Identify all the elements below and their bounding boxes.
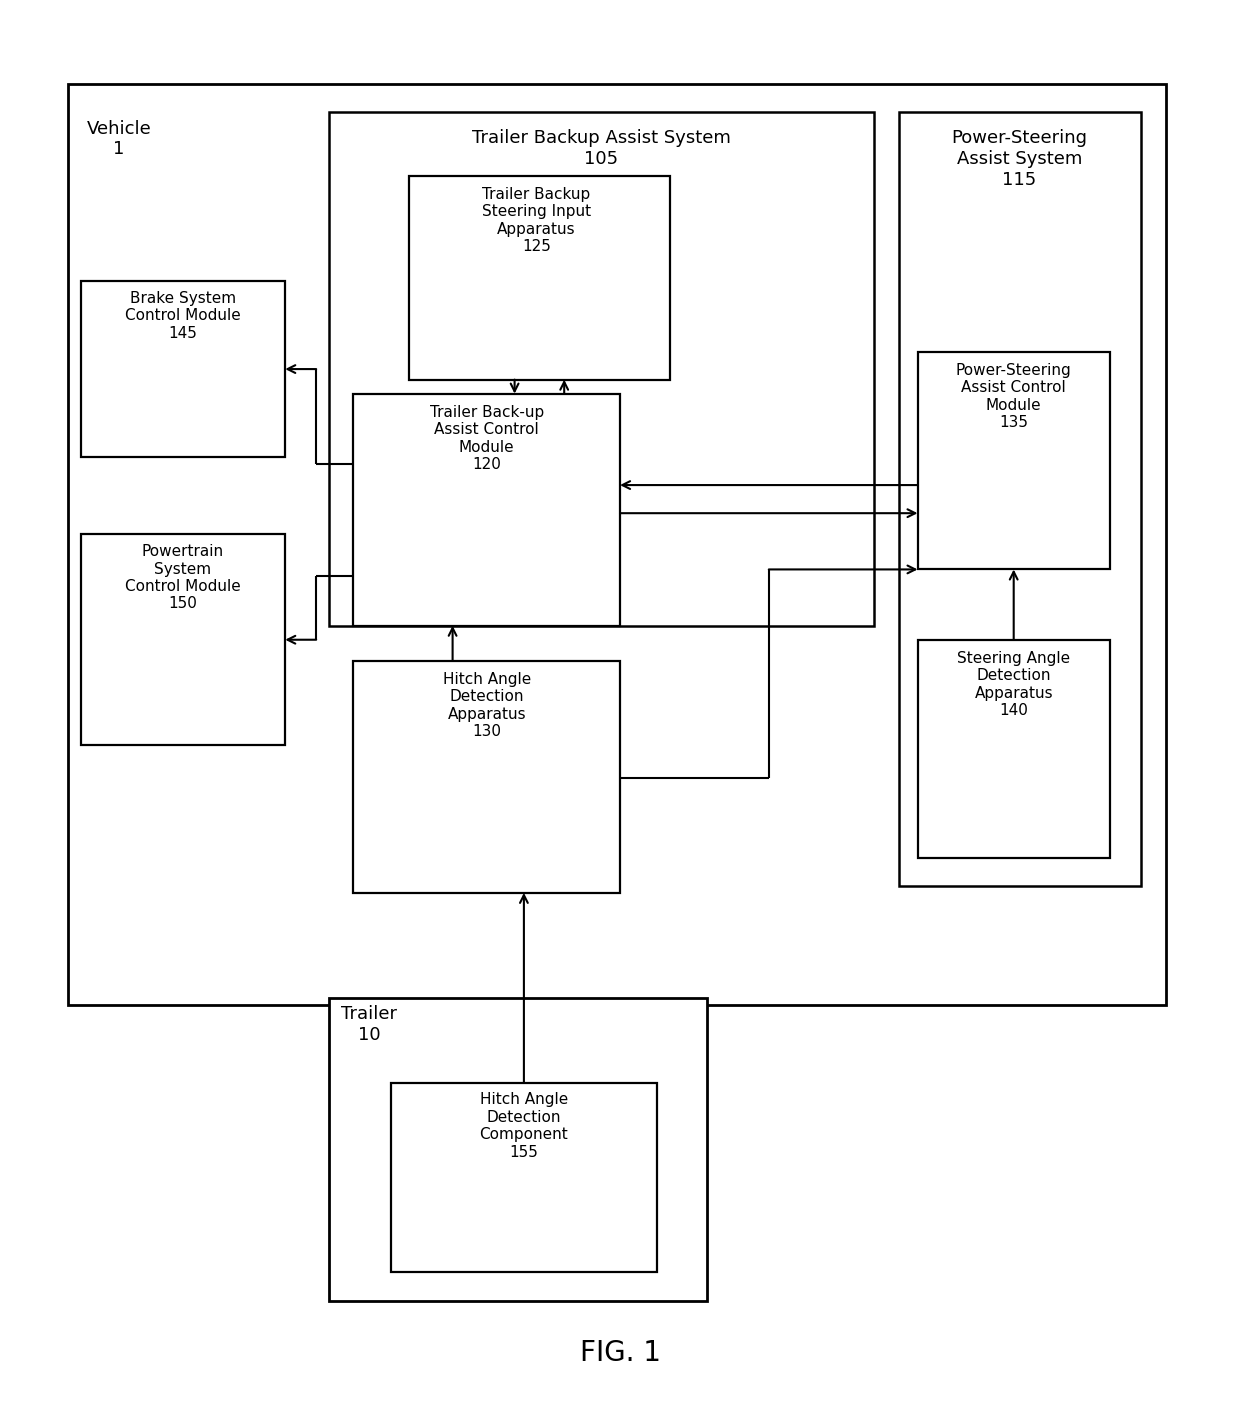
Text: Hitch Angle
Detection
Component
155: Hitch Angle Detection Component 155 — [480, 1092, 568, 1160]
Bar — [81, 534, 285, 745]
Bar — [918, 352, 1110, 569]
Bar — [918, 640, 1110, 858]
Text: Power-Steering
Assist Control
Module
135: Power-Steering Assist Control Module 135 — [956, 363, 1071, 430]
Text: Brake System
Control Module
145: Brake System Control Module 145 — [125, 291, 241, 340]
Text: Hitch Angle
Detection
Apparatus
130: Hitch Angle Detection Apparatus 130 — [443, 672, 531, 740]
Text: Power-Steering
Assist System
115: Power-Steering Assist System 115 — [951, 129, 1087, 188]
Bar — [353, 394, 620, 626]
Bar — [81, 281, 285, 457]
Text: Steering Angle
Detection
Apparatus
140: Steering Angle Detection Apparatus 140 — [957, 651, 1070, 718]
Bar — [899, 112, 1141, 886]
Text: Trailer Backup
Steering Input
Apparatus
125: Trailer Backup Steering Input Apparatus … — [481, 187, 591, 254]
Text: FIG. 1: FIG. 1 — [579, 1339, 661, 1367]
Bar — [409, 176, 670, 380]
Text: Vehicle
1: Vehicle 1 — [87, 120, 151, 159]
Bar — [329, 112, 874, 626]
Text: Powertrain
System
Control Module
150: Powertrain System Control Module 150 — [125, 544, 241, 612]
Bar — [391, 1083, 657, 1272]
Bar — [329, 998, 707, 1301]
Text: Trailer
10: Trailer 10 — [341, 1005, 397, 1045]
Text: Trailer Backup Assist System
105: Trailer Backup Assist System 105 — [472, 129, 730, 169]
Bar — [353, 661, 620, 893]
Bar — [68, 84, 1166, 1005]
Text: Trailer Back-up
Assist Control
Module
120: Trailer Back-up Assist Control Module 12… — [429, 405, 544, 472]
